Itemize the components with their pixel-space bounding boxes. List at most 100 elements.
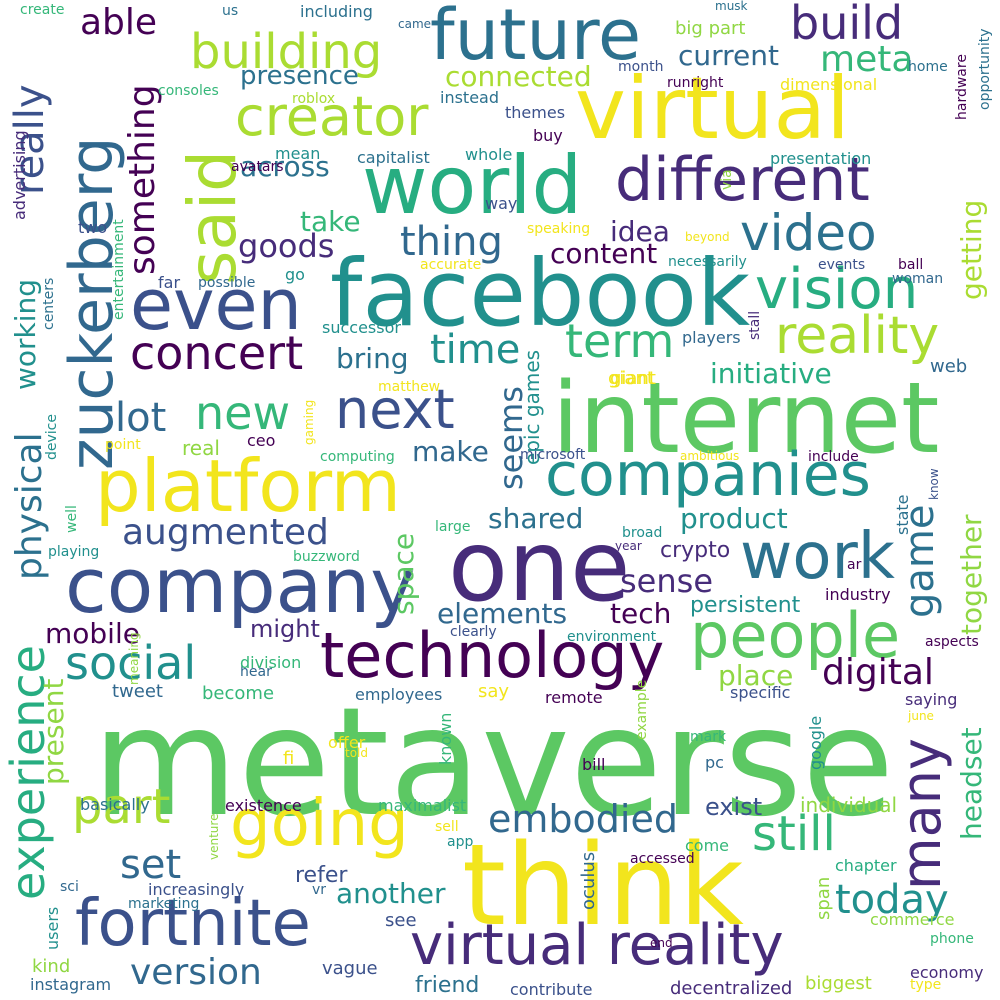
cloud-word: decentralized bbox=[670, 978, 793, 999]
cloud-word: possible bbox=[198, 275, 256, 291]
cloud-word: virtual bbox=[575, 59, 850, 159]
cloud-word: video bbox=[740, 204, 877, 262]
cloud-word: initiative bbox=[710, 357, 832, 390]
cloud-word: today bbox=[835, 877, 949, 923]
cloud-word: capitalist bbox=[357, 148, 430, 167]
cloud-word: way bbox=[485, 194, 518, 213]
cloud-word: might bbox=[250, 615, 320, 643]
cloud-word: mean bbox=[275, 144, 321, 163]
cloud-word: ball bbox=[898, 257, 924, 273]
cloud-word: space bbox=[387, 532, 420, 615]
cloud-word: new bbox=[195, 386, 291, 440]
cloud-word: goods bbox=[238, 227, 335, 265]
cloud-word: whole bbox=[465, 145, 513, 164]
cloud-word: many bbox=[890, 738, 953, 890]
cloud-word: stall bbox=[747, 310, 763, 340]
cloud-word: known bbox=[436, 712, 455, 765]
cloud-word: sense bbox=[620, 562, 713, 600]
cloud-word: vision bbox=[755, 257, 919, 322]
cloud-word: vague bbox=[322, 958, 378, 979]
cloud-word: us bbox=[222, 3, 239, 19]
cloud-word: headset bbox=[955, 727, 988, 840]
cloud-word: crypto bbox=[660, 538, 731, 563]
cloud-word: far bbox=[158, 273, 181, 292]
cloud-word: events bbox=[818, 257, 866, 273]
cloud-word: year bbox=[615, 539, 642, 553]
cloud-word: sell bbox=[435, 819, 459, 835]
cloud-word: accurate bbox=[420, 257, 482, 273]
cloud-word: home bbox=[908, 59, 948, 75]
cloud-word: physical bbox=[9, 432, 50, 580]
cloud-word: thing bbox=[400, 219, 503, 265]
cloud-word: term bbox=[565, 314, 675, 368]
cloud-word: know bbox=[927, 468, 941, 500]
cloud-word: create bbox=[20, 2, 65, 18]
cloud-word: musk bbox=[715, 0, 748, 13]
cloud-word: present bbox=[37, 678, 70, 785]
cloud-word: maximalist bbox=[378, 796, 467, 815]
cloud-word: bring bbox=[336, 342, 409, 375]
cloud-word: people bbox=[690, 599, 901, 672]
cloud-word: computing bbox=[320, 449, 395, 465]
cloud-word: think bbox=[462, 821, 744, 951]
cloud-word: digital bbox=[822, 652, 934, 693]
cloud-word: build bbox=[790, 0, 904, 50]
cloud-word: another bbox=[336, 877, 446, 910]
cloud-word: shared bbox=[488, 502, 584, 535]
cloud-word: working bbox=[9, 278, 42, 390]
cloud-word: type bbox=[910, 977, 942, 993]
cloud-word: different bbox=[615, 145, 870, 215]
cloud-word: woman bbox=[892, 271, 944, 287]
cloud-word: month bbox=[618, 59, 664, 75]
cloud-word: creator bbox=[235, 85, 429, 148]
cloud-word: told bbox=[345, 746, 368, 760]
cloud-word: marketing bbox=[128, 896, 200, 912]
cloud-word: bill bbox=[582, 755, 606, 774]
cloud-word: two bbox=[78, 218, 108, 237]
cloud-word: lot bbox=[115, 395, 167, 441]
cloud-word: elements bbox=[437, 597, 568, 630]
cloud-word: specific bbox=[730, 683, 791, 702]
cloud-word: chapter bbox=[835, 856, 897, 875]
cloud-word: go bbox=[285, 265, 305, 284]
cloud-word: tweet bbox=[112, 681, 163, 702]
cloud-word: sci bbox=[60, 879, 79, 895]
cloud-word: friend bbox=[415, 973, 480, 998]
cloud-word: exist bbox=[705, 793, 763, 821]
cloud-word: state bbox=[893, 494, 912, 535]
cloud-word: gaming bbox=[302, 399, 316, 445]
cloud-word: time bbox=[430, 327, 521, 373]
cloud-word: consoles bbox=[158, 83, 219, 99]
cloud-word: internet bbox=[552, 362, 940, 476]
cloud-word: successor bbox=[322, 318, 401, 337]
cloud-word: embodied bbox=[488, 797, 678, 841]
cloud-word: say bbox=[478, 681, 510, 702]
cloud-word: industry bbox=[825, 585, 891, 604]
cloud-word: instagram bbox=[30, 975, 112, 994]
cloud-word: see bbox=[385, 910, 417, 931]
cloud-word: entertainment bbox=[111, 219, 127, 320]
cloud-word: including bbox=[300, 2, 373, 21]
cloud-word: set bbox=[120, 842, 182, 888]
cloud-word: facebook bbox=[330, 240, 751, 347]
cloud-word: environment bbox=[567, 629, 657, 645]
cloud-word: reality bbox=[775, 306, 940, 366]
cloud-word: well bbox=[64, 505, 80, 533]
cloud-word: employees bbox=[355, 685, 443, 704]
cloud-word: include bbox=[808, 449, 859, 465]
cloud-word: become bbox=[202, 683, 275, 704]
cloud-word: fi bbox=[283, 748, 295, 769]
cloud-word: runright bbox=[667, 75, 724, 91]
cloud-word: concert bbox=[130, 326, 304, 380]
cloud-word: economy bbox=[910, 963, 984, 982]
cloud-word: dimensional bbox=[780, 75, 878, 94]
cloud-word: web bbox=[930, 356, 968, 377]
cloud-word: span bbox=[813, 876, 834, 920]
cloud-word: take bbox=[300, 205, 361, 238]
cloud-word: players bbox=[682, 328, 741, 347]
cloud-word: users bbox=[43, 906, 62, 950]
cloud-word: increasingly bbox=[148, 880, 245, 899]
cloud-word: june bbox=[908, 709, 934, 723]
cloud-word: microsoft bbox=[520, 447, 586, 463]
